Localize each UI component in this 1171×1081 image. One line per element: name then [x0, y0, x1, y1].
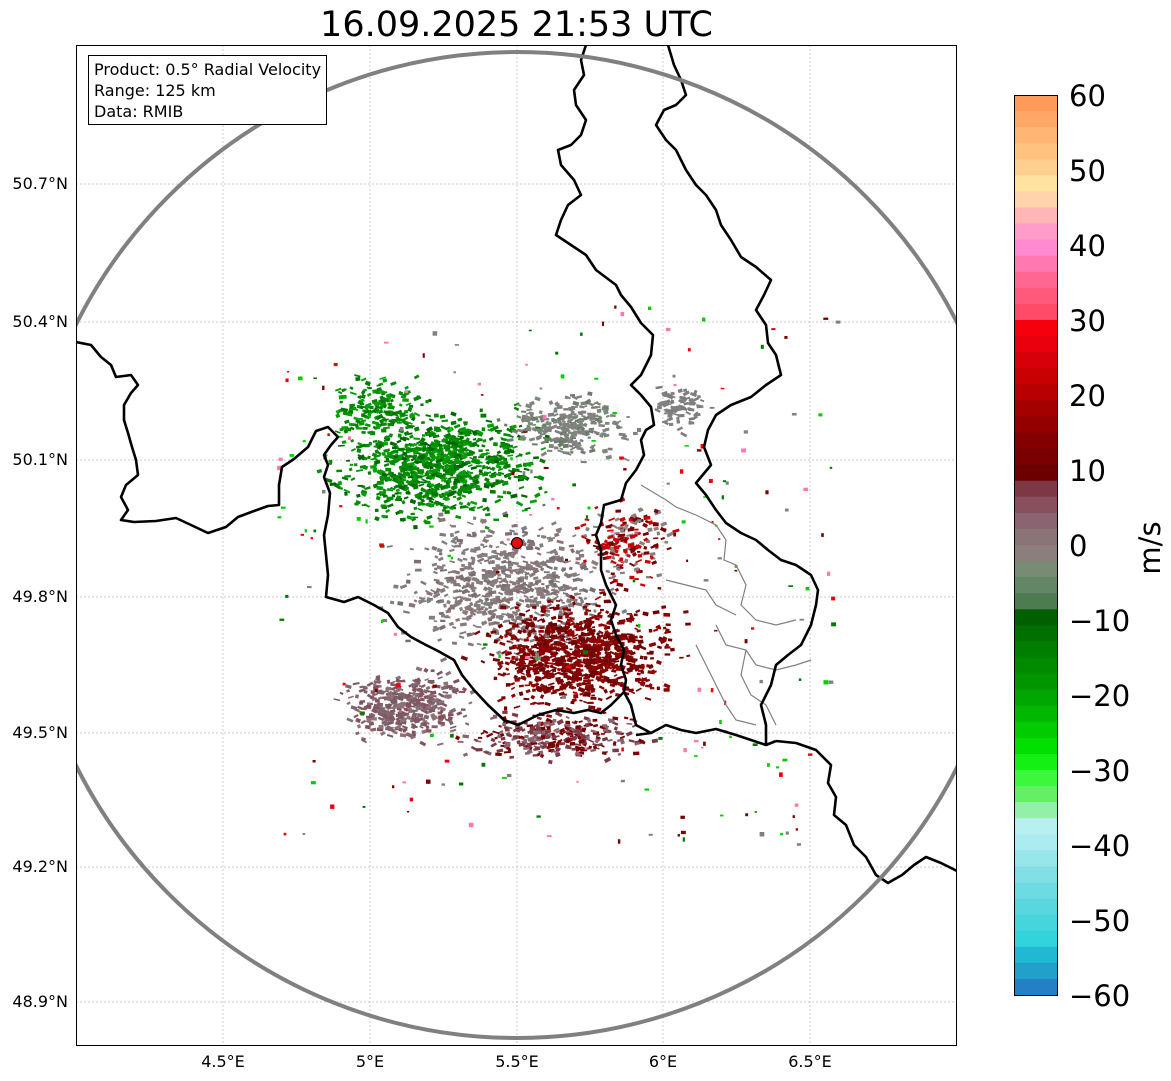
colorbar-tick: −20 — [1069, 679, 1131, 713]
colorbar-band — [1014, 866, 1058, 884]
map-title: 16.09.2025 21:53 UTC — [320, 5, 713, 45]
colorbar-tick: 10 — [1069, 454, 1106, 488]
colorbar-band — [1014, 641, 1058, 659]
colorbar-band — [1014, 223, 1058, 241]
colorbar-tick: 40 — [1069, 229, 1106, 263]
colorbar-band — [1014, 480, 1058, 498]
lat-tick: 49.5°N — [12, 723, 68, 742]
colorbar-band — [1014, 786, 1058, 803]
lon-tick: 6°E — [648, 1052, 678, 1071]
colorbar-band — [1014, 432, 1058, 450]
colorbar-band — [1014, 689, 1058, 707]
range-ring — [76, 50, 957, 1040]
colorbar-band — [1014, 946, 1058, 964]
colorbar-tick: 60 — [1069, 79, 1106, 113]
colorbar — [1014, 95, 1065, 996]
colorbar-band — [1014, 271, 1058, 289]
colorbar-band — [1014, 95, 1058, 112]
info-box: Product: 0.5° Radial Velocity Range: 125… — [88, 55, 328, 125]
colorbar-band — [1014, 545, 1058, 562]
info-source: Data: RMIB — [94, 102, 184, 121]
colorbar-band — [1014, 705, 1058, 723]
colorbar-band — [1014, 818, 1058, 835]
colorbar-band — [1014, 802, 1058, 819]
colorbar-band — [1014, 127, 1058, 144]
colorbar-band — [1014, 239, 1058, 257]
country-border-germany-france — [622, 45, 957, 885]
colorbar-band — [1014, 384, 1058, 401]
lat-tick: 50.1°N — [12, 450, 68, 469]
info-product: Product: 0.5° Radial Velocity — [94, 60, 322, 79]
lat-tick: 50.4°N — [12, 312, 68, 331]
radar-map[interactable] — [76, 45, 957, 1046]
lat-tick: 48.9°N — [12, 992, 68, 1011]
colorbar-band — [1014, 898, 1058, 916]
lat-tick: 50.7°N — [12, 174, 68, 193]
lat-tick: 49.8°N — [12, 587, 68, 606]
colorbar-band — [1014, 191, 1058, 209]
colorbar-tick: 50 — [1069, 154, 1106, 188]
colorbar-band — [1014, 673, 1058, 691]
colorbar-band — [1014, 352, 1058, 369]
colorbar-band — [1014, 593, 1058, 610]
colorbar-band — [1014, 448, 1058, 466]
colorbar-band — [1014, 770, 1058, 787]
country-border-belgium-luxembourg — [76, 340, 625, 727]
colorbar-band — [1014, 978, 1058, 996]
colorbar-tick: −40 — [1069, 829, 1131, 863]
colorbar-band — [1014, 496, 1058, 514]
colorbar-band — [1014, 303, 1058, 321]
colorbar-band — [1014, 882, 1058, 900]
colorbar-band — [1014, 400, 1058, 418]
colorbar-band — [1014, 464, 1058, 482]
map-frame — [76, 45, 957, 1046]
colorbar-tick: −30 — [1069, 754, 1131, 788]
country-border-luxembourg-germany — [554, 45, 777, 747]
colorbar-band — [1014, 834, 1058, 851]
velocity-echoes — [277, 305, 841, 846]
colorbar-band — [1014, 721, 1058, 739]
colorbar-band — [1014, 962, 1058, 980]
colorbar-band — [1014, 255, 1058, 273]
info-range: Range: 125 km — [94, 81, 216, 100]
colorbar-band — [1014, 336, 1058, 353]
colorbar-band — [1014, 577, 1058, 594]
lon-tick: 4.5°E — [201, 1052, 245, 1071]
lon-tick: 5°E — [355, 1052, 385, 1071]
colorbar-tick: 0 — [1069, 529, 1088, 563]
colorbar-band — [1014, 609, 1058, 626]
lon-tick: 6.5°E — [788, 1052, 832, 1071]
colorbar-tick: −10 — [1069, 604, 1131, 638]
colorbar-band — [1014, 850, 1058, 868]
colorbar-band — [1014, 512, 1058, 530]
colorbar-tick: −60 — [1069, 979, 1131, 1013]
colorbar-tick: 20 — [1069, 379, 1106, 413]
colorbar-band — [1014, 625, 1058, 643]
radar-site-marker[interactable] — [511, 537, 523, 549]
lon-tick: 5.5°E — [495, 1052, 539, 1071]
colorbar-tick: 30 — [1069, 304, 1106, 338]
colorbar-band — [1014, 561, 1058, 578]
colorbar-band — [1014, 914, 1058, 932]
colorbar-band — [1014, 175, 1058, 193]
colorbar-band — [1014, 207, 1058, 225]
colorbar-band — [1014, 111, 1058, 128]
internal-region-borders — [640, 484, 812, 726]
colorbar-band — [1014, 368, 1058, 385]
colorbar-band — [1014, 657, 1058, 675]
lat-tick: 49.2°N — [12, 857, 68, 876]
colorbar-band — [1014, 753, 1058, 771]
colorbar-band — [1014, 320, 1058, 337]
colorbar-band — [1014, 287, 1058, 305]
colorbar-band — [1014, 930, 1058, 948]
colorbar-band — [1014, 737, 1058, 755]
colorbar-band — [1014, 416, 1058, 434]
colorbar-unit-label: m/s — [1133, 521, 1167, 575]
colorbar-band — [1014, 528, 1058, 546]
colorbar-tick: −50 — [1069, 904, 1131, 938]
colorbar-band — [1014, 143, 1058, 160]
colorbar-band — [1014, 159, 1058, 176]
